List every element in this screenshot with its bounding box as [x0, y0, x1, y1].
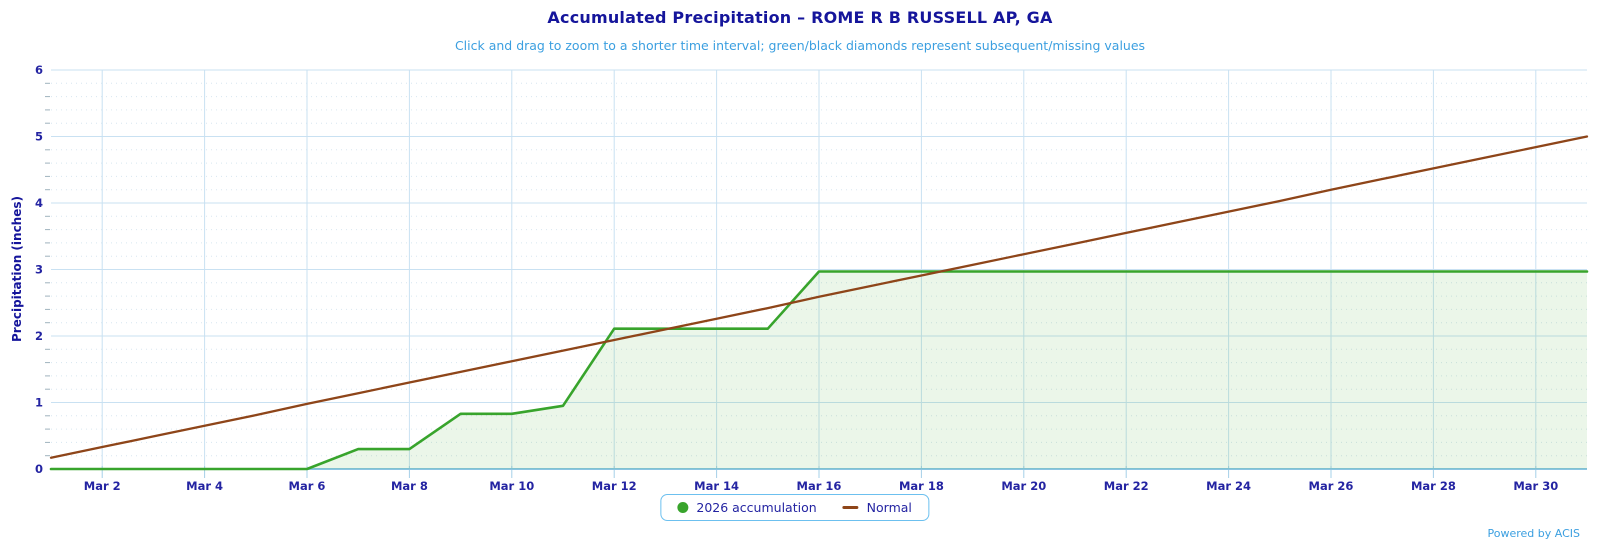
- legend-item-normal[interactable]: Normal: [842, 500, 912, 515]
- normal-line: [49, 135, 1589, 459]
- y-tick-label: 5: [35, 130, 43, 144]
- legend: 2026 accumulation Normal: [660, 494, 929, 521]
- x-tick-label: Mar 18: [899, 479, 944, 493]
- y-tick-label: 1: [35, 396, 43, 410]
- y-tick-label: 4: [35, 196, 43, 210]
- y-tick-label: 0: [35, 462, 43, 476]
- x-tick-label: Mar 28: [1411, 479, 1456, 493]
- normal-line-icon: [842, 506, 859, 509]
- powered-by-acis-link[interactable]: Powered by ACIS: [1487, 527, 1581, 540]
- y-tick-label: 2: [35, 329, 43, 343]
- x-tick-label: Mar 2: [84, 479, 121, 493]
- x-tick-label: Mar 6: [289, 479, 326, 493]
- x-tick-label: Mar 24: [1206, 479, 1251, 493]
- chart-title: Accumulated Precipitation – ROME R B RUS…: [547, 8, 1053, 27]
- accumulation-area-fill: [51, 271, 1587, 469]
- x-tick-label: Mar 26: [1309, 479, 1354, 493]
- y-tick-label: 6: [35, 63, 43, 77]
- y-tick-label: 3: [35, 263, 43, 277]
- x-tick-label: Mar 4: [186, 479, 223, 493]
- x-tick-label: Mar 12: [592, 479, 637, 493]
- x-tick-label: Mar 14: [694, 479, 739, 493]
- accumulation-line: [49, 270, 1589, 471]
- x-tick-label: Mar 10: [489, 479, 534, 493]
- legend-label-normal: Normal: [866, 500, 912, 515]
- x-tick-label: Mar 22: [1104, 479, 1149, 493]
- legend-label-accumulation: 2026 accumulation: [696, 500, 817, 515]
- x-tick-label: Mar 20: [1001, 479, 1046, 493]
- x-tick-label: Mar 8: [391, 479, 428, 493]
- accumulation-marker-icon: [677, 502, 689, 513]
- legend-item-accumulation[interactable]: 2026 accumulation: [677, 500, 817, 515]
- x-tick-label: Mar 30: [1513, 479, 1558, 493]
- chart-subtitle: Click and drag to zoom to a shorter time…: [454, 38, 1146, 53]
- x-tick-label: Mar 16: [797, 479, 842, 493]
